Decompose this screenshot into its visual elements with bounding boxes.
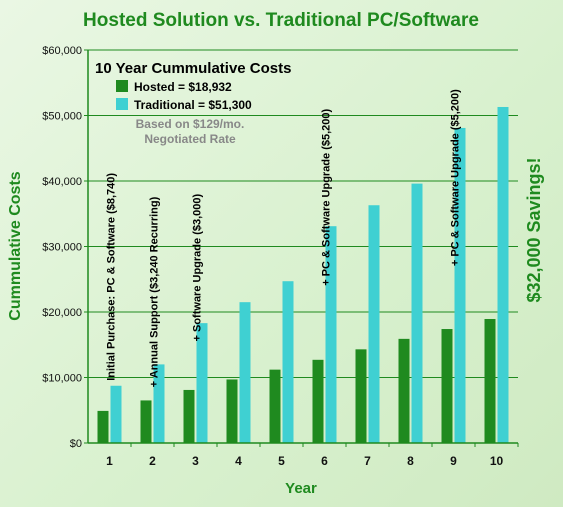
bar-hosted-5 [269,369,281,443]
note-line-2: Negotiated Rate [144,132,236,146]
x-tick-label: 5 [278,454,285,468]
note-line-1: Based on $129/mo. [136,117,245,131]
y-axis-ticks: $0 $10,000 $20,000 $30,000 $40,000 $50,000 $60… [42,45,88,450]
annotation: + PC & Software Upgrade ($5,200) [321,108,333,285]
bar-traditional-6 [325,226,337,443]
x-tick-label: 10 [490,454,504,468]
x-axis-label: Year [285,480,317,497]
legend-swatch-traditional [116,98,128,110]
x-tick-label: 6 [321,454,328,468]
bars [97,106,509,444]
x-tick-label: 7 [364,454,371,468]
x-tick-label: 3 [192,454,199,468]
bar-traditional-5 [282,281,294,443]
bar-hosted-10 [484,318,496,443]
bar-hosted-1 [97,410,109,443]
y-tick-label: $50,000 [42,111,82,123]
annotation: + Annual Support ($3,240 Recurring) [149,196,161,387]
x-tick-label: 2 [149,454,156,468]
legend-title: 10 Year Cummulative Costs [95,60,291,77]
bar-hosted-7 [355,349,367,443]
x-tick-label: 8 [407,454,414,468]
legend: 10 Year Cummulative Costs Hosted = $18,9… [95,60,291,146]
legend-swatch-hosted [116,80,128,92]
bar-traditional-10 [497,106,509,444]
annotations: Initial Purchase: PC & Software ($8,740)… [106,89,462,387]
legend-item-hosted: Hosted = $18,932 [134,80,232,94]
bar-hosted-8 [398,338,410,443]
y-tick-label: $40,000 [42,176,82,188]
y-tick-label: $30,000 [42,242,82,254]
bar-traditional-3 [196,323,208,443]
bar-hosted-9 [441,329,453,443]
y-axis-label: Cummulative Costs [7,171,24,320]
annotation: Initial Purchase: PC & Software ($8,740) [106,173,118,381]
y-tick-label: $10,000 [42,373,82,385]
bar-hosted-4 [226,379,238,443]
annotation: + Software Upgrade ($3,000) [192,194,204,342]
y-tick-label: $60,000 [42,45,82,57]
bar-traditional-7 [368,205,380,443]
bar-traditional-1 [110,385,122,443]
savings-label: $32,000 Savings! [524,157,544,302]
x-axis-ticks: 1 2 3 4 5 6 7 8 9 10 [106,443,519,468]
x-tick-label: 4 [235,454,242,468]
bar-traditional-2 [153,364,165,443]
x-tick-label: 9 [450,454,457,468]
annotation: + PC & Software Upgrade ($5,200) [450,89,462,266]
y-tick-label: $0 [70,438,82,450]
bar-hosted-3 [183,389,195,443]
bar-traditional-9 [454,127,466,443]
chart-title: Hosted Solution vs. Traditional PC/Softw… [83,10,479,31]
legend-item-traditional: Traditional = $51,300 [134,98,252,112]
bar-traditional-4 [239,302,251,443]
y-tick-label: $20,000 [42,307,82,319]
x-tick-label: 1 [106,454,113,468]
bar-hosted-2 [140,400,152,443]
bar-hosted-6 [312,359,324,443]
bar-traditional-8 [411,183,423,443]
